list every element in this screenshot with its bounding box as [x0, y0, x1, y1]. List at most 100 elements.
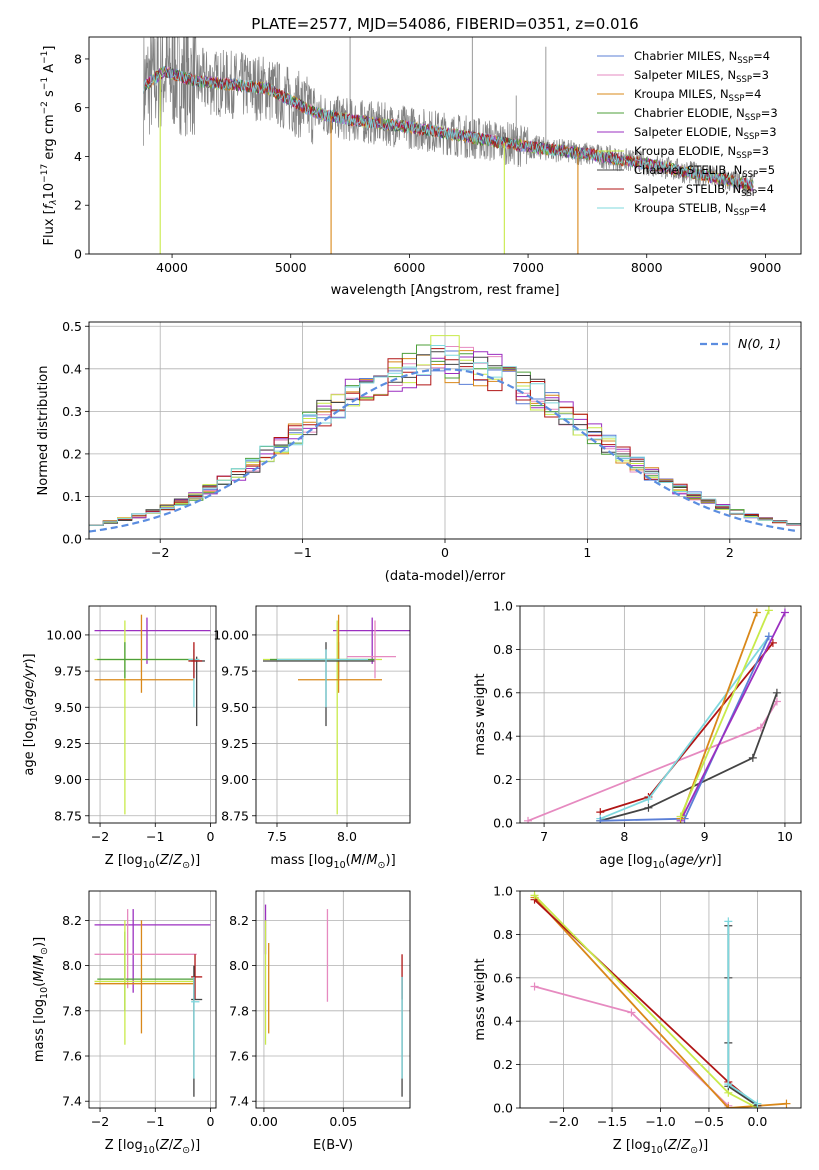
series-marker — [530, 891, 539, 900]
normal-curve — [89, 368, 799, 533]
errorbar-point — [263, 642, 375, 727]
legend-entry: Chabrier STELIB, NSSP=5 — [634, 163, 775, 180]
y-tick-label: 0.6 — [493, 970, 513, 985]
y-tick-label: 9.50 — [221, 700, 249, 715]
x-tick-label: 0 — [207, 1114, 215, 1129]
axes-frame — [519, 605, 802, 824]
x-axis-label: (data-model)/error — [385, 569, 506, 584]
y-tick-label: 0.2 — [493, 1057, 513, 1072]
y-tick-label: 9.75 — [221, 664, 249, 679]
series-marker — [752, 608, 761, 617]
y-tick-label: 7.6 — [62, 1049, 82, 1064]
histogram-step — [89, 345, 801, 526]
axes-age_vs_mass: 7.5 8.0 8.75 9.00 9.25 9.50 9.75 10.00 mass [log… — [213, 605, 411, 871]
series-marker — [772, 688, 781, 697]
x-tick-label: 6000 — [393, 260, 425, 275]
series-line — [527, 701, 778, 822]
x-tick-label: 1 — [583, 545, 591, 560]
x-tick-label: 5000 — [275, 260, 307, 275]
plot-area-mass_vs_ebv — [256, 891, 410, 1108]
series-line — [533, 894, 758, 1108]
legend-entry: N(0, 1) — [738, 336, 781, 351]
series-marker — [644, 803, 653, 812]
plot-area-residuals — [89, 322, 801, 539]
axes-frame — [88, 36, 802, 255]
legend-entry: Chabrier MILES, NSSP=4 — [634, 49, 770, 66]
errorbar-point — [94, 614, 194, 693]
series-line — [679, 612, 758, 820]
x-axis-label: Z [log10(Z/Z⊙)] — [105, 1138, 200, 1156]
y-tick-label: 0.8 — [493, 642, 513, 657]
series-marker — [764, 632, 773, 641]
y-axis-label: mass weight — [473, 673, 488, 755]
y-tick-label: 0.6 — [493, 685, 513, 700]
y-tick-label: 1.0 — [493, 884, 513, 899]
x-axis-label: E(B-V) — [313, 1138, 353, 1153]
y-tick-label: 9.25 — [54, 736, 82, 751]
errorbar-point — [188, 642, 203, 679]
errorbar-point — [191, 965, 203, 1097]
y-tick-label: 8.75 — [221, 808, 249, 823]
plot-area-mass_weight_vs_Z — [520, 891, 801, 1108]
y-axis-label: mass weight — [473, 958, 488, 1040]
series-marker — [724, 917, 733, 926]
axes-spectrum: 4000 5000 6000 7000 8000 9000 0 2 4 6 8 wavelength … — [40, 36, 802, 298]
errorbar-point — [94, 909, 197, 989]
errorbar-point — [191, 954, 203, 1000]
series-marker — [676, 812, 685, 821]
model-fit-line — [143, 66, 754, 190]
legend-entry: Salpeter ELODIE, NSSP=3 — [634, 125, 777, 142]
errorbar-point — [97, 931, 194, 1011]
y-tick-label: 7.6 — [229, 1049, 249, 1064]
series-line — [679, 609, 770, 817]
y-axis-label: mass [log10(M/M⊙)] — [32, 937, 50, 1062]
axes-frame — [88, 605, 217, 824]
y-tick-label: 0 — [74, 247, 82, 262]
y-tick-label: 7.8 — [62, 1003, 82, 1018]
errorbar-point — [191, 976, 200, 1079]
x-tick-label: −1.5 — [597, 1114, 627, 1129]
y-tick-label: 8 — [74, 51, 82, 66]
y-axis-label: Normed distribution — [36, 366, 51, 496]
y-axis-label: Flux [fλ10−17 erg cm−2 s−1 A−1] — [40, 46, 59, 246]
x-tick-label: 9000 — [749, 260, 781, 275]
y-tick-label: 9.50 — [54, 700, 82, 715]
x-tick-label: 8 — [620, 829, 628, 844]
y-tick-label: 0.0 — [493, 1101, 513, 1116]
y-tick-label: 10.00 — [213, 627, 249, 642]
y-tick-label: 9.00 — [54, 772, 82, 787]
x-tick-label: −1.0 — [645, 1114, 675, 1129]
x-tick-label: 7.5 — [267, 829, 287, 844]
x-axis-label: wavelength [Angstrom, rest frame] — [331, 283, 560, 298]
series-marker — [724, 1104, 733, 1108]
axes-frame — [255, 605, 411, 824]
y-tick-label: 1.0 — [493, 599, 513, 614]
x-tick-label: −0.5 — [694, 1114, 724, 1129]
series-marker — [524, 816, 533, 823]
x-tick-label: 8.0 — [337, 829, 357, 844]
x-tick-label: 8000 — [631, 260, 663, 275]
axes-mass_weight_vs_age: 7 8 9 10 0.0 0.2 0.4 0.6 0.8 1.0 mass weight age [l… — [473, 599, 802, 871]
y-tick-label: 8.2 — [62, 913, 82, 928]
x-tick-label: −2 — [91, 829, 109, 844]
y-tick-label: 0.1 — [62, 489, 82, 504]
x-axis-label: mass [log10(M/M⊙)] — [270, 853, 395, 871]
x-tick-label: 2 — [726, 545, 734, 560]
series-line — [600, 636, 770, 822]
series-marker — [644, 795, 653, 804]
series-marker — [627, 1008, 636, 1017]
errorbar-point — [298, 614, 382, 693]
x-axis-label: age [log10(age/yr)] — [599, 853, 721, 871]
y-axis-label: age [log10(age/yr)] — [22, 653, 40, 775]
x-tick-label: 0.0 — [747, 1114, 767, 1129]
axes-mass_vs_ebv: 0.00 0.05 7.4 7.6 7.8 8.0 8.2 E(B-V) — [229, 890, 411, 1153]
histogram-step — [89, 335, 801, 526]
x-tick-label: 4000 — [156, 260, 188, 275]
x-tick-label: −2.0 — [548, 1114, 578, 1129]
y-tick-label: 9.75 — [54, 664, 82, 679]
legend-entry: Chabrier ELODIE, NSSP=3 — [634, 106, 778, 123]
plot-area-age_vs_mass — [256, 606, 410, 823]
legend-entry: Salpeter MILES, NSSP=3 — [634, 68, 769, 85]
x-tick-label: 0.05 — [329, 1114, 357, 1129]
